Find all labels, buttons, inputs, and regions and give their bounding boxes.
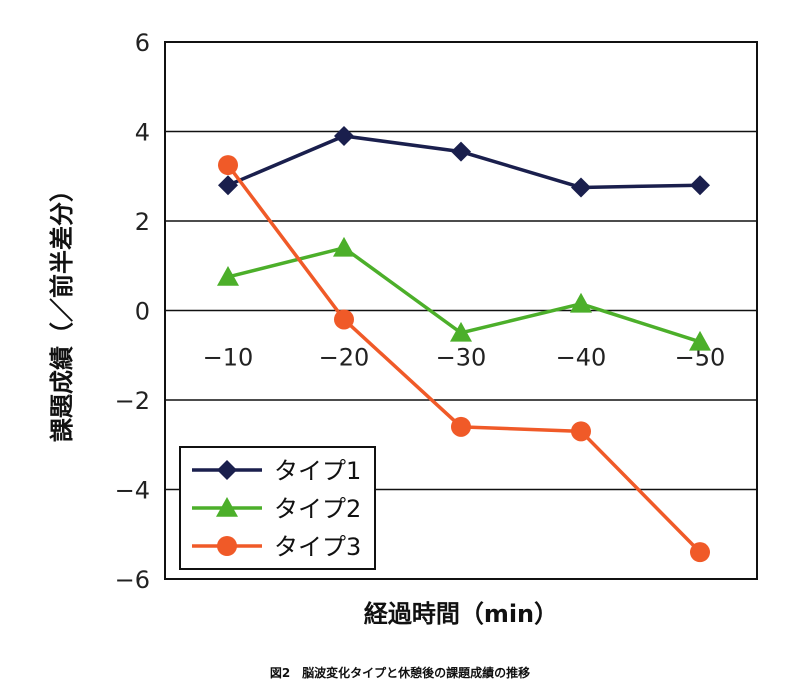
data-point	[217, 265, 239, 286]
legend-label: タイプ3	[274, 533, 361, 561]
y-tick-label: −6	[115, 566, 150, 594]
y-tick-label: 2	[135, 208, 150, 236]
data-point	[334, 125, 354, 146]
data-point	[690, 542, 710, 563]
legend-label: タイプ2	[274, 495, 361, 523]
figure-caption: 図2 脳波変化タイプと休憩後の課題成績の推移	[270, 665, 530, 680]
y-tick-label: −4	[115, 477, 150, 505]
series-line	[227, 134, 701, 190]
legend: タイプ1 タイプ2 タイプ3	[179, 446, 376, 570]
legend-marker	[216, 497, 238, 517]
data-point	[690, 175, 710, 196]
x-axis-ticks: −10 −20 −30 −40 −50	[203, 344, 726, 372]
x-tick-label: −30	[436, 344, 487, 372]
series-2	[217, 236, 711, 351]
data-point	[570, 292, 592, 313]
legend-marker	[217, 460, 237, 480]
y-axis-ticks: 6 4 2 0 −2 −4 −6	[115, 29, 150, 594]
legend-item-2: タイプ2	[192, 495, 361, 523]
data-point	[218, 175, 238, 196]
x-tick-label: −40	[556, 344, 607, 372]
data-point	[333, 236, 355, 257]
legend-label: タイプ1	[274, 457, 361, 485]
plot-frame	[164, 41, 758, 580]
data-point	[571, 421, 591, 442]
series-group	[217, 125, 711, 563]
data-point	[451, 141, 471, 162]
y-axis-title: 課題成績（／前半差分）	[48, 178, 76, 442]
y-tick-label: −2	[115, 387, 150, 415]
series-1	[218, 125, 710, 198]
x-tick-label: −10	[203, 344, 254, 372]
data-point	[450, 321, 472, 342]
x-tick-label: −20	[319, 344, 370, 372]
legend-item-1: タイプ1	[192, 457, 361, 485]
x-axis-title: 経過時間（min）	[364, 600, 558, 628]
legend-marker	[217, 536, 237, 556]
data-point	[689, 330, 711, 351]
data-point	[571, 177, 591, 198]
data-point	[334, 309, 354, 330]
data-point	[218, 155, 238, 176]
data-point	[451, 416, 471, 437]
y-tick-label: 0	[135, 298, 150, 326]
series-3	[218, 155, 710, 563]
legend-item-3: タイプ3	[192, 533, 361, 561]
y-tick-label: 6	[135, 29, 150, 57]
y-tick-label: 4	[135, 119, 150, 147]
legend-items: タイプ1 タイプ2 タイプ3	[192, 457, 361, 561]
